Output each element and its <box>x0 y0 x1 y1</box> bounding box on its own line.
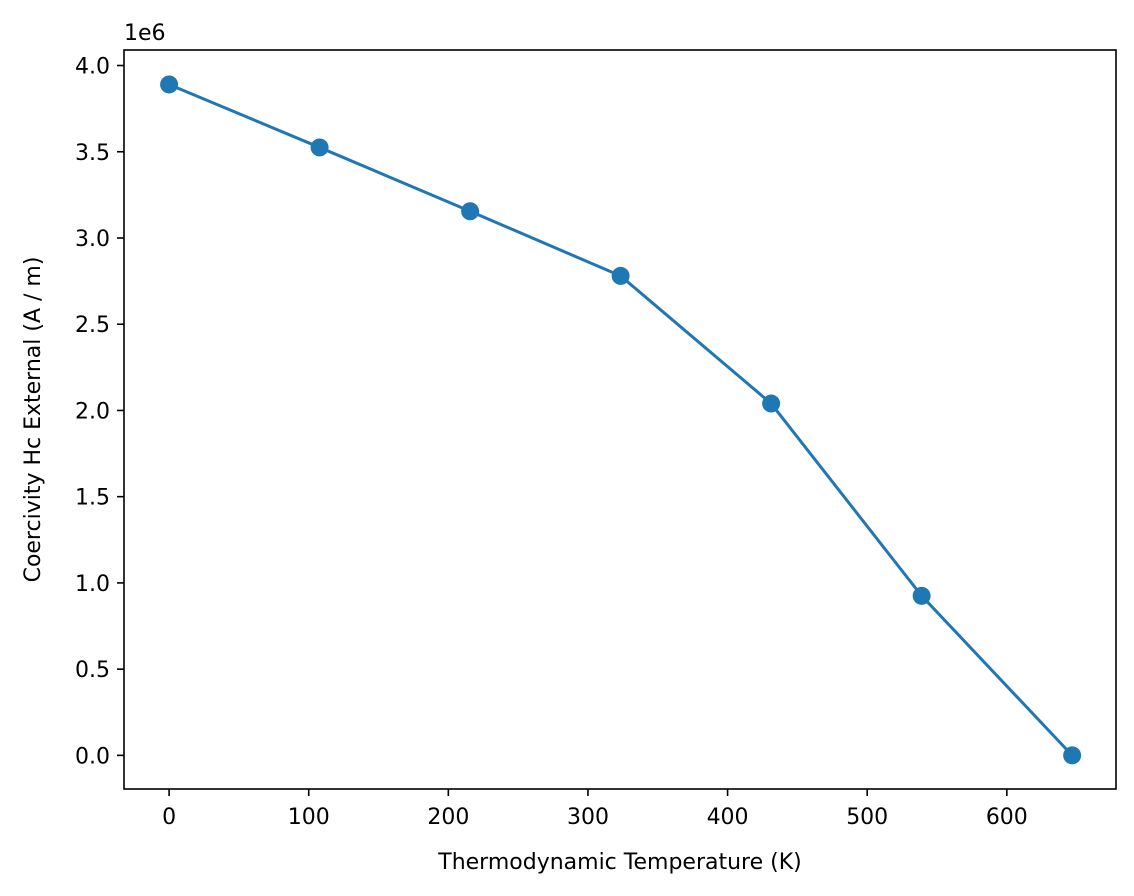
data-point <box>461 202 480 221</box>
x-tick-label: 400 <box>707 805 749 830</box>
y-tick-label: 3.5 <box>75 141 110 166</box>
y-tick-label: 0.0 <box>75 744 110 769</box>
x-axis-ticks: 0 100 200 300 400 500 600 <box>162 789 1028 830</box>
y-tick-label: 1.5 <box>75 486 110 511</box>
y-tick-label: 2.5 <box>75 313 110 338</box>
y-tick-label: 2.0 <box>75 399 110 424</box>
y-tick-label: 0.5 <box>75 658 110 683</box>
data-point <box>611 266 630 285</box>
y-axis-label: Coercivity Hc External (A / m) <box>21 257 46 583</box>
series-line <box>167 82 1074 757</box>
x-axis-label: Thermodynamic Temperature (K) <box>437 850 801 875</box>
data-point <box>762 394 781 413</box>
y-tick-label: 3.0 <box>75 227 110 252</box>
data-point <box>160 75 179 94</box>
y-axis-offset-label: 1e6 <box>124 21 166 46</box>
data-point <box>912 586 931 605</box>
x-tick-label: 300 <box>567 805 609 830</box>
x-tick-label: 0 <box>162 805 176 830</box>
y-tick-label: 1.0 <box>75 572 110 597</box>
x-tick-label: 200 <box>427 805 469 830</box>
x-tick-label: 600 <box>986 805 1028 830</box>
data-point <box>310 138 329 157</box>
plot-frame <box>123 49 1117 790</box>
x-tick-label: 500 <box>846 805 888 830</box>
plot-content <box>160 75 1082 765</box>
data-point <box>1063 746 1082 765</box>
x-tick-label: 100 <box>288 805 330 830</box>
y-axis-ticks: 0.0 0.5 1.0 1.5 2.0 2.5 3.0 3.5 4.0 <box>75 55 124 769</box>
y-tick-label: 4.0 <box>75 55 110 80</box>
